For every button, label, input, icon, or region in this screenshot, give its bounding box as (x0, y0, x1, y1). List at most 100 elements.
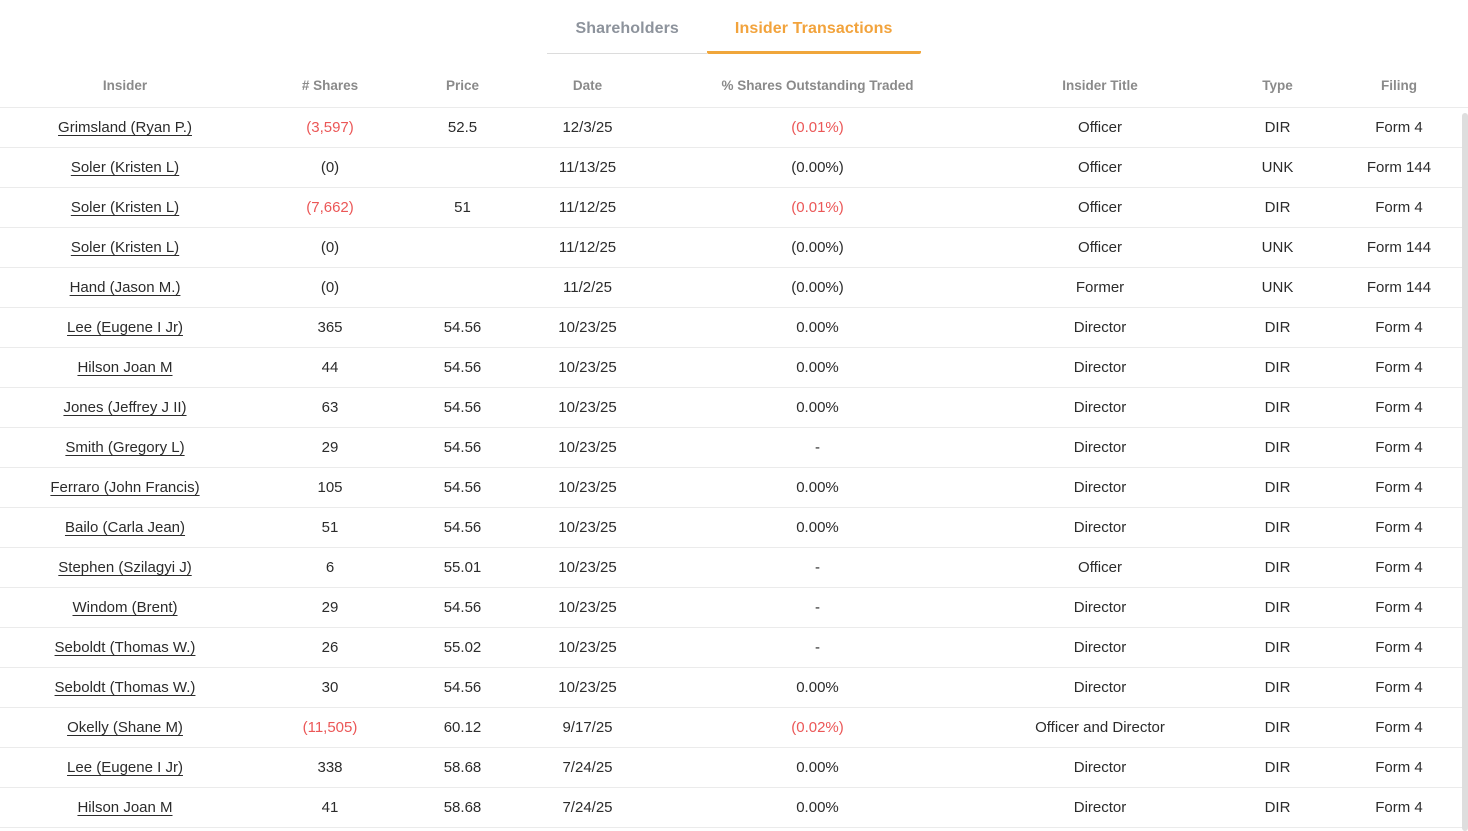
cell-pct-shares-outstanding-traded: 0.00% (660, 787, 975, 828)
insider-link[interactable]: Stephen (Szilagyi J) (58, 559, 192, 576)
cell-filing: Form 4 (1330, 107, 1468, 148)
table-body: Grimsland (Ryan P.) (3,597) 52.5 12/3/25… (0, 107, 1468, 828)
table-row: Jones (Jeffrey J II) 63 54.56 10/23/25 0… (0, 387, 1468, 428)
cell-date: 10/23/25 (515, 427, 660, 468)
vertical-scrollbar[interactable] (1462, 113, 1468, 831)
cell-insider: Okelly (Shane M) (0, 707, 250, 748)
cell-filing: Form 4 (1330, 627, 1468, 668)
cell-shares: (0) (250, 267, 410, 308)
cell-pct-shares-outstanding-traded: (0.01%) (660, 107, 975, 148)
cell-filing: Form 4 (1330, 427, 1468, 468)
cell-pct-shares-outstanding-traded: 0.00% (660, 387, 975, 428)
table-row: Stephen (Szilagyi J) 6 55.01 10/23/25 - … (0, 547, 1468, 588)
insider-link[interactable]: Windom (Brent) (72, 599, 178, 616)
cell-filing: Form 4 (1330, 707, 1468, 748)
table-row: Hand (Jason M.) (0) 11/2/25 (0.00%) Form… (0, 267, 1468, 308)
cell-price: 60.12 (410, 707, 515, 748)
cell-date: 12/3/25 (515, 107, 660, 148)
table-row: Lee (Eugene I Jr) 338 58.68 7/24/25 0.00… (0, 747, 1468, 788)
cell-insider: Seboldt (Thomas W.) (0, 667, 250, 708)
cell-price (410, 147, 515, 188)
cell-shares: 365 (250, 307, 410, 348)
cell-insider-title: Director (975, 347, 1225, 388)
cell-price: 55.02 (410, 627, 515, 668)
cell-insider: Lee (Eugene I Jr) (0, 747, 250, 788)
cell-date: 10/23/25 (515, 347, 660, 388)
cell-shares: (7,662) (250, 187, 410, 228)
cell-type: DIR (1225, 467, 1330, 508)
cell-date: 10/23/25 (515, 387, 660, 428)
insider-link[interactable]: Bailo (Carla Jean) (64, 519, 186, 536)
table-row: Grimsland (Ryan P.) (3,597) 52.5 12/3/25… (0, 107, 1468, 148)
cell-pct-shares-outstanding-traded: - (660, 587, 975, 628)
cell-date: 7/24/25 (515, 747, 660, 788)
insider-link[interactable]: Hilson Joan M (77, 799, 173, 816)
insider-link[interactable]: Hilson Joan M (77, 359, 173, 376)
insider-link[interactable]: Soler (Kristen L) (70, 199, 180, 216)
insider-link[interactable]: Seboldt (Thomas W.) (54, 679, 196, 696)
cell-insider-title: Director (975, 507, 1225, 548)
table-row: Hilson Joan M 41 58.68 7/24/25 0.00% Dir… (0, 787, 1468, 828)
cell-insider-title: Director (975, 587, 1225, 628)
cell-date: 10/23/25 (515, 547, 660, 588)
cell-type: UNK (1225, 267, 1330, 308)
table-row: Seboldt (Thomas W.) 26 55.02 10/23/25 - … (0, 627, 1468, 668)
cell-filing: Form 144 (1330, 227, 1468, 268)
cell-shares: 29 (250, 427, 410, 468)
cell-type: DIR (1225, 787, 1330, 828)
cell-pct-shares-outstanding-traded: (0.01%) (660, 187, 975, 228)
cell-type: DIR (1225, 307, 1330, 348)
cell-insider: Lee (Eugene I Jr) (0, 307, 250, 348)
cell-type: DIR (1225, 387, 1330, 428)
tab-bar: Shareholders Insider Transactions (0, 0, 1468, 54)
cell-filing: Form 4 (1330, 307, 1468, 348)
cell-insider-title: Officer (975, 187, 1225, 228)
tab-shareholders[interactable]: Shareholders (547, 14, 707, 54)
cell-type: DIR (1225, 707, 1330, 748)
tab-insider-transactions[interactable]: Insider Transactions (706, 14, 921, 54)
cell-insider-title: Officer and Director (975, 707, 1225, 748)
cell-filing: Form 4 (1330, 347, 1468, 388)
cell-date: 9/17/25 (515, 707, 660, 748)
cell-type: DIR (1225, 187, 1330, 228)
cell-insider-title: Director (975, 307, 1225, 348)
insider-link[interactable]: Hand (Jason M.) (69, 279, 181, 296)
insider-link[interactable]: Ferraro (John Francis) (50, 479, 200, 496)
cell-date: 10/23/25 (515, 467, 660, 508)
cell-filing: Form 4 (1330, 587, 1468, 628)
cell-insider: Seboldt (Thomas W.) (0, 627, 250, 668)
cell-shares: (11,505) (250, 707, 410, 748)
insider-link[interactable]: Soler (Kristen L) (70, 159, 180, 176)
insider-transactions-table: Insider # Shares Price Date % Shares Out… (0, 70, 1468, 828)
insider-link[interactable]: Jones (Jeffrey J II) (63, 399, 187, 416)
cell-shares: 29 (250, 587, 410, 628)
cell-insider: Hilson Joan M (0, 347, 250, 388)
cell-date: 10/23/25 (515, 627, 660, 668)
insider-link[interactable]: Lee (Eugene I Jr) (67, 319, 183, 336)
column-header-price: Price (410, 70, 515, 108)
insider-link[interactable]: Smith (Gregory L) (65, 439, 185, 456)
cell-filing: Form 4 (1330, 747, 1468, 788)
cell-insider: Hilson Joan M (0, 787, 250, 828)
cell-pct-shares-outstanding-traded: (0.00%) (660, 147, 975, 188)
insider-link[interactable]: Seboldt (Thomas W.) (54, 639, 196, 656)
column-header-shares: # Shares (250, 70, 410, 108)
insider-link[interactable]: Lee (Eugene I Jr) (67, 759, 183, 776)
insider-link[interactable]: Soler (Kristen L) (70, 239, 180, 256)
cell-shares: 30 (250, 667, 410, 708)
cell-filing: Form 4 (1330, 387, 1468, 428)
insider-link[interactable]: Okelly (Shane M) (67, 719, 183, 736)
table-row: Seboldt (Thomas W.) 30 54.56 10/23/25 0.… (0, 667, 1468, 708)
cell-filing: Form 4 (1330, 547, 1468, 588)
insider-link[interactable]: Grimsland (Ryan P.) (58, 119, 192, 136)
table-row: Soler (Kristen L) (0) 11/12/25 (0.00%) O… (0, 227, 1468, 268)
cell-insider-title: Director (975, 747, 1225, 788)
cell-insider-title: Director (975, 667, 1225, 708)
cell-filing: Form 4 (1330, 667, 1468, 708)
cell-insider-title: Director (975, 427, 1225, 468)
cell-date: 7/24/25 (515, 787, 660, 828)
cell-date: 10/23/25 (515, 507, 660, 548)
cell-insider-title: Officer (975, 147, 1225, 188)
column-header-filing: Filing (1330, 70, 1468, 108)
cell-pct-shares-outstanding-traded: 0.00% (660, 667, 975, 708)
